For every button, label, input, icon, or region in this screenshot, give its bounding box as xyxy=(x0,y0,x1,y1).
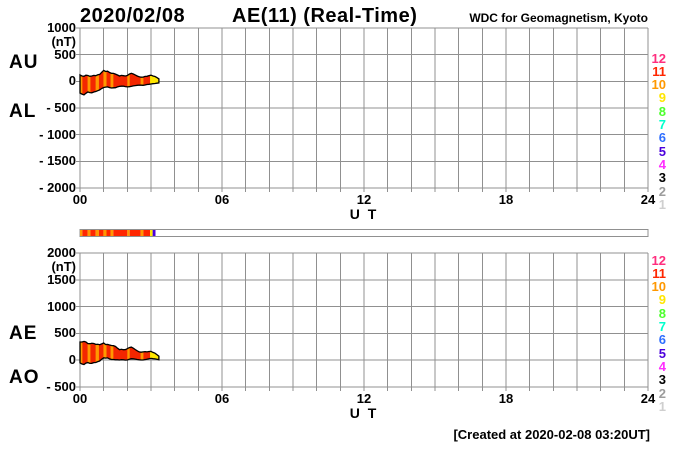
station-count-segment xyxy=(140,230,144,236)
legend-count-3: 3 xyxy=(658,170,666,186)
station-count-segment xyxy=(82,230,88,236)
trace-AU-AL xyxy=(79,69,160,96)
station10-stripe xyxy=(110,70,114,95)
station-count-segment xyxy=(129,230,141,236)
station10-stripe xyxy=(127,70,130,95)
trace-AE-AO xyxy=(79,340,160,366)
station10-stripe xyxy=(87,70,91,95)
grid-AU-AL xyxy=(76,27,649,192)
station-count-segment xyxy=(143,230,151,236)
x-tick-label: 24 xyxy=(640,391,656,406)
legend-count-7: 7 xyxy=(658,319,666,334)
x-axis-title: U T xyxy=(349,405,379,421)
station10-stripe xyxy=(140,70,144,95)
created-timestamp: [Created at 2020-02-08 03:20UT] xyxy=(453,427,650,442)
legend-count-10: 10 xyxy=(651,77,666,93)
station10-stripe xyxy=(80,341,83,365)
y-axis-unit: (nT) xyxy=(51,34,76,49)
station10-stripe xyxy=(103,70,107,95)
legend-count-2: 2 xyxy=(658,183,666,199)
station-count-segment xyxy=(95,230,99,236)
legend-count-11: 11 xyxy=(652,63,666,79)
y-tick-label: - 1000 xyxy=(39,126,76,142)
y-tick-label: - 500 xyxy=(46,100,76,115)
station-count-segment xyxy=(127,230,130,236)
station-count-segment xyxy=(152,230,156,236)
legend-count-4: 4 xyxy=(658,358,666,374)
legend-count-7: 7 xyxy=(658,117,666,132)
legend-count-2: 2 xyxy=(658,385,666,401)
station-count-segment xyxy=(150,230,153,236)
station-count-bar xyxy=(79,229,649,237)
legend-count-9: 9 xyxy=(658,90,666,106)
legend-count-8: 8 xyxy=(658,305,666,321)
x-tick-label: 12 xyxy=(356,391,372,406)
x-tick-label: 00 xyxy=(72,192,88,207)
x-tick-label: 18 xyxy=(498,192,514,207)
legend-count-6: 6 xyxy=(658,332,666,348)
legend-count-12: 12 xyxy=(651,50,666,66)
station-count-segment xyxy=(80,230,83,236)
station-count-segment xyxy=(103,230,107,236)
station10-stripe xyxy=(103,341,107,365)
panel-label-al: AL xyxy=(9,101,37,122)
legend-count-1: 1 xyxy=(658,398,666,414)
y-tick-label: 1500 xyxy=(47,271,76,287)
legend-count-6: 6 xyxy=(658,130,666,146)
legend-count-5: 5 xyxy=(658,345,666,361)
x-tick-label: 12 xyxy=(356,192,372,207)
station10-stripe xyxy=(87,341,91,365)
station10-stripe xyxy=(95,341,99,365)
legend-count-10: 10 xyxy=(651,279,666,295)
station10-stripe xyxy=(110,341,114,365)
grid-AE-AO xyxy=(76,252,649,391)
station10-stripe xyxy=(127,341,130,365)
y-tick-label: 0 xyxy=(68,352,76,368)
station-count-segment xyxy=(98,230,104,236)
legend-count-11: 11 xyxy=(652,265,666,281)
legend-count-9: 9 xyxy=(658,292,666,308)
credit-label: WDC for Geomagnetism, Kyoto xyxy=(469,11,648,25)
x-tick-label: 24 xyxy=(640,192,656,207)
trace-yellow-tip xyxy=(150,341,159,365)
station-count-segment xyxy=(87,230,91,236)
y-tick-label: 1000 xyxy=(47,298,76,314)
panel-label-au: AU xyxy=(9,52,39,73)
legend-count-3: 3 xyxy=(658,372,666,388)
page-title: AE(11) (Real-Time) xyxy=(232,5,418,27)
x-tick-label: 00 xyxy=(72,391,88,406)
panel-label-ae: AE xyxy=(9,323,38,344)
legend-count-1: 1 xyxy=(658,196,666,212)
y-tick-label: 500 xyxy=(54,325,76,341)
station-count-segment xyxy=(106,230,111,236)
y-tick-label: 1000 xyxy=(47,20,76,35)
x-tick-label: 06 xyxy=(214,391,230,406)
panel-label-ao: AO xyxy=(9,367,40,388)
y-tick-label: - 2000 xyxy=(39,180,76,195)
station10-stripe xyxy=(95,70,99,95)
station10-stripe xyxy=(80,70,83,95)
x-axis-title: U T xyxy=(349,206,379,222)
station-count-segment xyxy=(110,230,114,236)
legend-count-5: 5 xyxy=(658,143,666,159)
y-axis-unit: (nT) xyxy=(51,259,76,274)
station10-stripe xyxy=(140,341,144,365)
y-tick-label: 2000 xyxy=(47,245,76,260)
y-tick-label: - 1500 xyxy=(39,153,76,169)
plot-date: 2020/02/08 xyxy=(80,5,186,27)
y-tick-label: - 500 xyxy=(46,379,76,394)
legend-count-12: 12 xyxy=(651,252,666,268)
legend-count-8: 8 xyxy=(658,103,666,119)
legend-count-4: 4 xyxy=(658,156,666,172)
y-tick-label: 0 xyxy=(68,73,76,89)
x-tick-label: 18 xyxy=(498,391,514,406)
station-count-segment xyxy=(90,230,96,236)
station-count-segment xyxy=(113,230,128,236)
y-tick-label: 500 xyxy=(54,46,76,62)
trace-yellow-tip xyxy=(150,70,159,95)
x-tick-label: 06 xyxy=(214,192,230,207)
